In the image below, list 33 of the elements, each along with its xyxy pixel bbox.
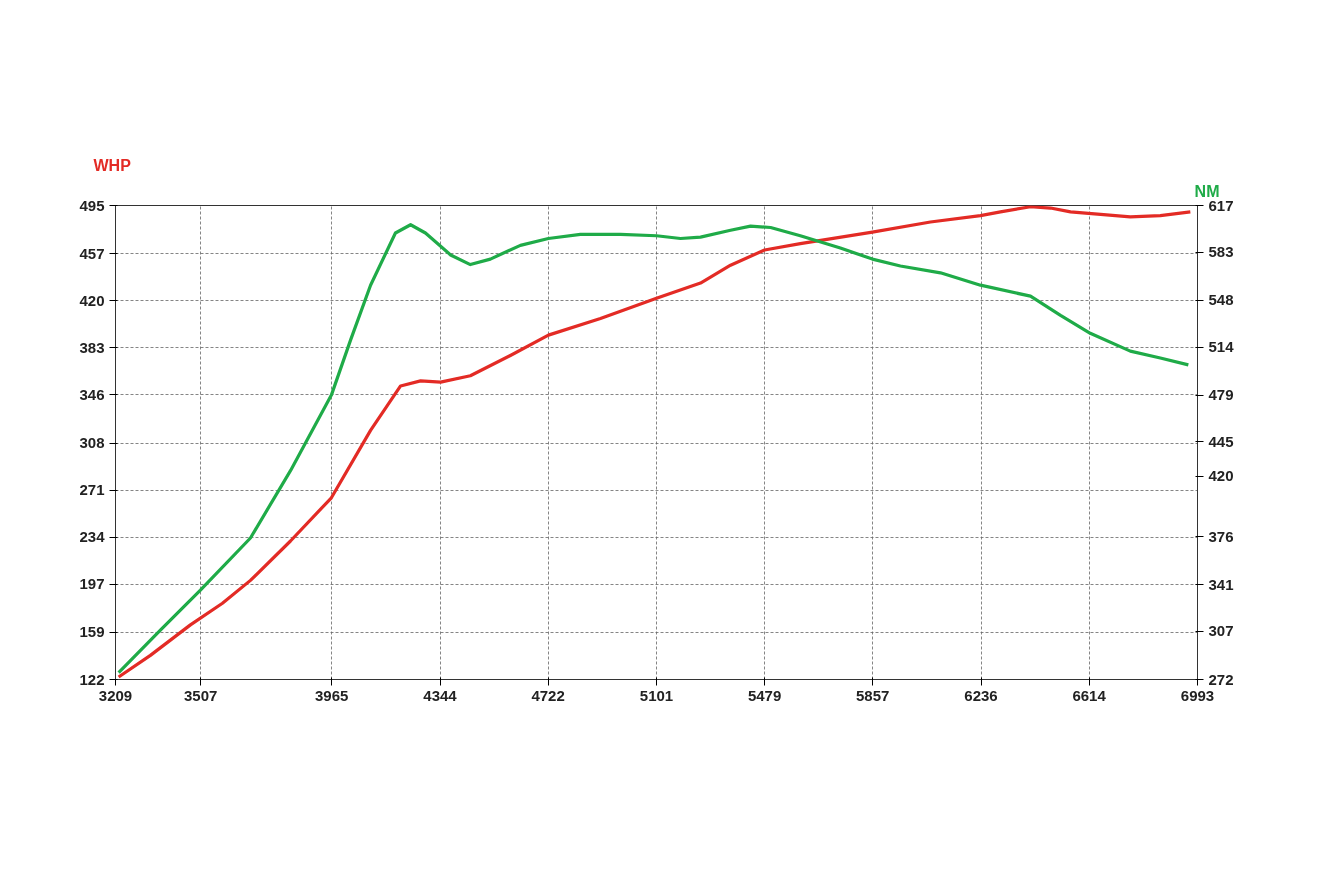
y-tick-label: 271 (79, 481, 105, 499)
y2-tick-label: 479 (1208, 386, 1234, 404)
y2-tick-label: 341 (1208, 575, 1234, 593)
y-tick-label: 346 (79, 385, 105, 403)
y-tick-label: 308 (79, 434, 105, 452)
y2-tick-label: 420 (1208, 467, 1234, 485)
y2-tick-label: 445 (1208, 432, 1234, 450)
y-axis-title: WHP (93, 156, 132, 174)
y-tick-label: 197 (79, 575, 105, 593)
y2-tick-label: 272 (1208, 670, 1234, 688)
y-tick-label: 122 (79, 670, 105, 688)
x-tick-label: 4344 (423, 686, 458, 704)
x-tick-label: 3507 (184, 686, 218, 704)
y2-tick-label: 548 (1208, 291, 1234, 309)
y-tick-label: 495 (79, 196, 105, 214)
y-tick-label: 420 (79, 291, 105, 309)
y2-tick-label: 307 (1208, 622, 1234, 640)
x-tick-label: 6236 (964, 686, 998, 704)
x-tick-label: 6614 (1072, 686, 1107, 704)
y2-tick-label: 376 (1208, 527, 1234, 545)
y-tick-label: 457 (79, 244, 105, 262)
x-tick-label: 3965 (314, 686, 349, 704)
x-tick-label: 4722 (531, 686, 565, 704)
y-tick-label: 159 (79, 623, 105, 641)
x-tick-label: 6993 (1180, 686, 1215, 704)
x-tick-label: 5479 (747, 686, 782, 704)
x-tick-label: 3209 (98, 686, 133, 704)
y2-tick-label: 583 (1208, 243, 1234, 261)
x-tick-label: 5857 (855, 686, 890, 704)
y2-tick-label: 514 (1208, 338, 1235, 356)
y-tick-label: 383 (79, 338, 105, 356)
y-tick-label: 234 (79, 528, 106, 546)
x-tick-label: 5101 (639, 686, 674, 704)
